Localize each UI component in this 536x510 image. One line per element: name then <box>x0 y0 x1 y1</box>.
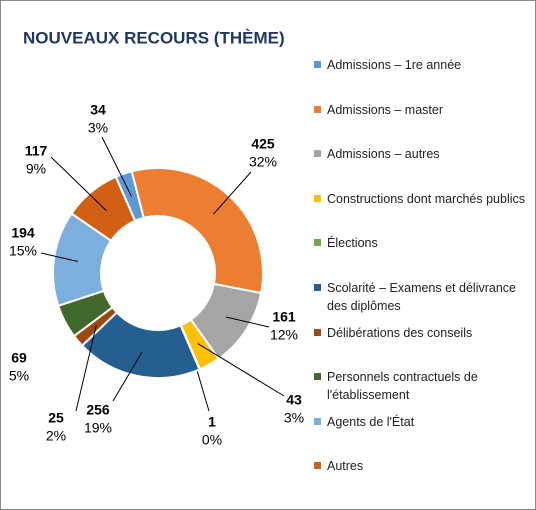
leader-line <box>101 136 132 197</box>
legend-swatch <box>314 417 321 425</box>
legend-label: Admissions – master <box>327 102 444 117</box>
legend-label: Admissions – autres <box>327 147 440 162</box>
data-label-value: 161 <box>272 309 296 325</box>
leader-line <box>40 252 78 262</box>
donut-slice <box>130 167 264 295</box>
data-label-value: 194 <box>11 225 35 241</box>
legend-item: Scolarité – Examens et délivrance des di… <box>314 279 532 315</box>
leader-line <box>225 316 270 328</box>
legend-label: Constructions dont marchés publics <box>327 191 526 206</box>
legend-item: Délibérations des conseils <box>314 324 532 342</box>
leader-line <box>112 352 143 402</box>
donut-slice <box>70 175 137 243</box>
data-label-value: 117 <box>25 143 48 159</box>
legend-swatch <box>314 194 321 202</box>
data-label-value: 1 <box>208 414 216 430</box>
data-label-value: 425 <box>251 136 275 152</box>
data-label-percent: 5% <box>9 368 29 384</box>
data-label-percent: 2% <box>46 428 66 444</box>
leader-line <box>213 171 252 215</box>
legend-item: Personnels contractuels de l'établisseme… <box>314 368 532 404</box>
legend-swatch <box>314 284 321 291</box>
legend-swatch <box>314 150 321 158</box>
legend-swatch <box>314 105 321 113</box>
legend-swatch <box>314 239 321 247</box>
data-label-percent: 15% <box>9 243 37 259</box>
data-label-value: 256 <box>86 402 110 418</box>
data-label-percent: 3% <box>88 120 108 136</box>
legend-swatch <box>314 328 321 336</box>
data-label-percent: 12% <box>270 327 298 343</box>
data-label-percent: 32% <box>249 154 277 170</box>
legend-swatch <box>314 373 321 381</box>
data-label-percent: 19% <box>84 420 112 436</box>
leader-line <box>197 343 285 397</box>
legend-label: Admissions – 1re année <box>327 58 462 72</box>
data-label-percent: 3% <box>284 410 304 426</box>
legend-label: Élections <box>327 236 378 251</box>
legend-label: Personnels contractuels de l'établisseme… <box>327 370 478 403</box>
legend-item: Admissions – autres <box>314 145 532 163</box>
legend-item: Agents de l'État <box>314 413 532 431</box>
legend-item: Admissions – master <box>314 101 532 119</box>
data-label-percent: 0% <box>202 432 222 448</box>
data-label-percent: 9% <box>26 161 46 177</box>
leader-line <box>75 325 97 412</box>
legend-label: Scolarité – Examens et délivrance des di… <box>327 281 516 313</box>
chart-title: NOUVEAUX RECOURS (THÈME) <box>23 28 285 47</box>
legend-item: Admissions – 1re année <box>314 56 532 74</box>
leader-line <box>50 156 107 211</box>
data-label-value: 43 <box>286 392 302 408</box>
legend-swatch <box>314 462 321 470</box>
data-label-value: 25 <box>48 410 64 426</box>
legend-item: Autres <box>314 457 532 475</box>
data-label-value: 34 <box>90 102 106 118</box>
legend-label: Agents de l'État <box>327 414 415 429</box>
legend-label: Délibérations des conseils <box>327 325 473 340</box>
legend-item: Constructions dont marchés publics <box>314 190 532 208</box>
legend-swatch <box>314 61 321 68</box>
legend-label: Autres <box>327 459 364 474</box>
data-label-value: 69 <box>11 350 27 366</box>
legend-item: Élections <box>314 234 532 252</box>
